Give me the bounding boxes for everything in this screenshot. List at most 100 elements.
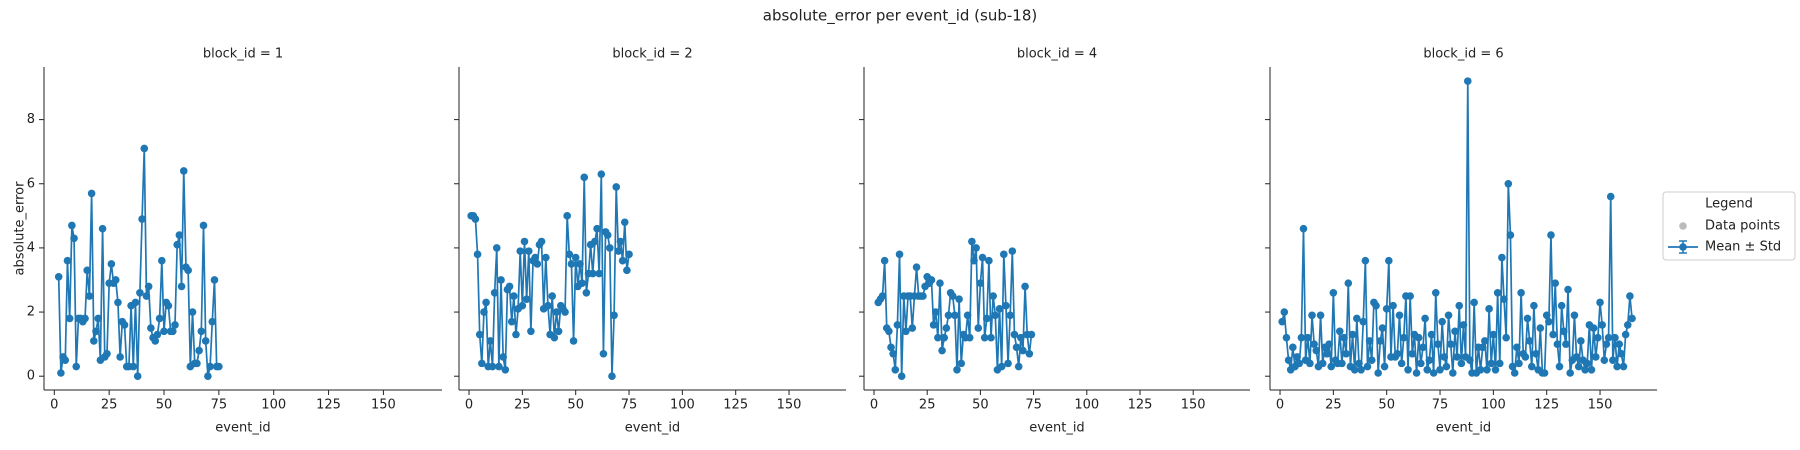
data-point — [116, 353, 124, 361]
data-point — [1615, 340, 1624, 348]
data-point — [970, 256, 978, 265]
legend-label: Mean ± Std — [1705, 240, 1781, 255]
x-tick-label: 25 — [514, 398, 531, 413]
data-point — [982, 314, 991, 323]
data-point — [542, 253, 550, 262]
x-tick-label: 100 — [1074, 398, 1099, 413]
data-point — [972, 244, 980, 252]
data-point — [580, 173, 589, 182]
data-point — [1350, 365, 1359, 374]
data-point — [1417, 359, 1425, 368]
data-point — [1555, 362, 1564, 371]
data-point — [965, 333, 974, 342]
data-point — [1434, 340, 1442, 348]
x-tick-label: 150 — [1181, 398, 1206, 413]
data-point — [1027, 330, 1036, 339]
data-point — [1310, 340, 1318, 348]
data-point — [1536, 324, 1545, 332]
data-point — [610, 311, 618, 320]
data-point — [1513, 343, 1521, 352]
data-point — [1570, 311, 1579, 320]
data-point — [576, 260, 584, 268]
series-line — [877, 241, 1033, 377]
data-point — [478, 359, 486, 368]
data-point — [1446, 340, 1455, 348]
data-point — [208, 317, 217, 326]
data-point — [1581, 365, 1589, 374]
y-tick-label: 6 — [27, 176, 35, 191]
data-point — [1389, 301, 1397, 310]
data-point — [158, 256, 166, 265]
data-point — [880, 256, 889, 265]
data-point — [554, 327, 563, 336]
data-point — [114, 298, 122, 307]
data-point — [140, 144, 149, 153]
data-point — [193, 359, 201, 368]
data-point — [995, 305, 1004, 313]
data-point — [147, 324, 155, 332]
x-tick-label: 0 — [1276, 398, 1284, 413]
data-point — [1378, 324, 1387, 332]
panel-title: block_id = 2 — [612, 47, 692, 62]
data-point — [1408, 349, 1417, 358]
data-point — [942, 324, 951, 332]
data-point — [908, 324, 917, 332]
data-point — [210, 276, 219, 284]
data-point — [131, 298, 140, 307]
data-point — [1344, 279, 1353, 287]
x-tick-label: 100 — [670, 398, 695, 413]
data-point — [1295, 359, 1304, 368]
data-point — [173, 240, 181, 249]
data-point — [1008, 247, 1017, 255]
data-point — [1395, 311, 1404, 320]
data-point — [516, 247, 525, 255]
data-point — [1463, 77, 1472, 85]
data-point — [111, 276, 120, 284]
data-point — [1572, 353, 1581, 361]
data-point — [1517, 289, 1525, 297]
data-point — [927, 276, 936, 284]
data-point — [1444, 311, 1453, 320]
data-point — [1611, 333, 1619, 342]
data-point — [1367, 356, 1376, 364]
data-point — [1449, 369, 1457, 377]
data-point — [616, 237, 625, 246]
data-point — [1600, 356, 1609, 364]
data-point — [891, 365, 900, 374]
data-point — [54, 272, 63, 281]
data-point — [1289, 343, 1297, 352]
data-point — [625, 250, 633, 259]
data-point — [897, 372, 906, 381]
data-point — [1591, 353, 1600, 361]
data-point — [1562, 340, 1570, 348]
data-point — [171, 321, 179, 329]
x-axis-label: event_id — [1436, 421, 1491, 436]
data-point — [486, 337, 495, 345]
y-tick-label: 8 — [27, 112, 35, 127]
data-point — [70, 234, 78, 243]
series-line — [57, 148, 219, 377]
data-point — [522, 295, 531, 304]
data-point — [65, 314, 74, 323]
data-point — [184, 266, 192, 275]
data-point — [1385, 256, 1393, 265]
data-point — [989, 292, 997, 300]
data-point — [1442, 362, 1451, 371]
data-point — [90, 337, 98, 345]
data-point — [57, 369, 65, 377]
data-point — [578, 279, 586, 287]
data-point — [1557, 301, 1566, 310]
data-point — [1012, 343, 1021, 352]
data-point — [98, 224, 107, 233]
x-tick-label: 0 — [870, 398, 878, 413]
data-point — [1504, 179, 1513, 188]
data-point — [197, 327, 206, 336]
data-point — [1393, 349, 1402, 358]
data-point — [929, 321, 938, 329]
data-point — [987, 333, 995, 342]
x-axis-label: event_id — [1029, 421, 1084, 436]
data-point — [1306, 359, 1314, 368]
data-point — [1323, 349, 1331, 358]
x-tick-label: 50 — [156, 398, 173, 413]
x-tick-label: 150 — [371, 398, 396, 413]
